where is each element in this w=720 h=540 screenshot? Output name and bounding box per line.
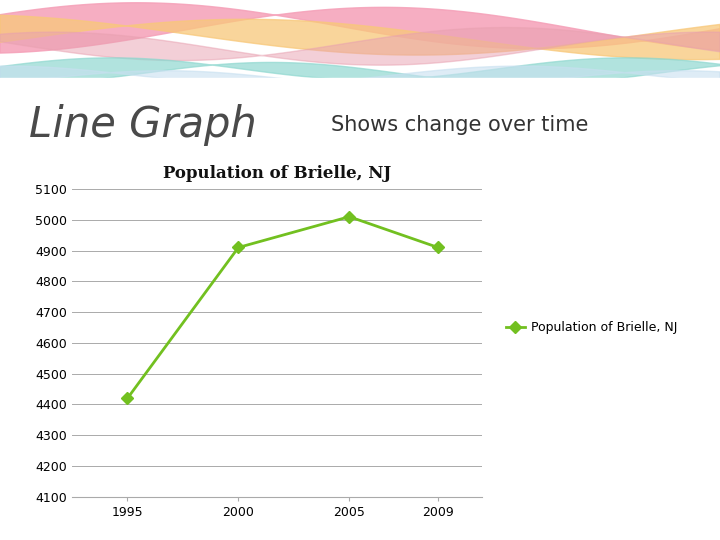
Text: Shows change over time: Shows change over time (331, 115, 588, 136)
Text: Line Graph: Line Graph (29, 104, 256, 146)
Population of Brielle, NJ (234, 244, 243, 251)
Population of Brielle, NJ (123, 395, 132, 402)
Legend: Population of Brielle, NJ: Population of Brielle, NJ (501, 316, 683, 339)
Line: Population of Brielle, NJ: Population of Brielle, NJ (123, 213, 442, 402)
Population of Brielle, NJ (433, 244, 442, 251)
Title: Population of Brielle, NJ: Population of Brielle, NJ (163, 165, 392, 182)
Population of Brielle, NJ (345, 213, 354, 220)
